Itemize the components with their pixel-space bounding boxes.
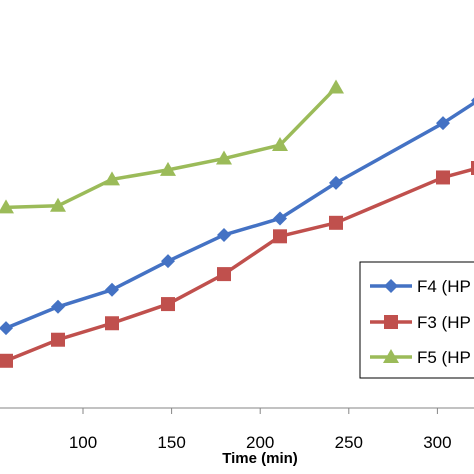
data-point	[217, 267, 231, 282]
legend-label: F3 (HP	[417, 313, 471, 332]
x-tick-label: 250	[335, 433, 363, 452]
data-point	[272, 137, 288, 152]
data-point	[273, 211, 287, 226]
series-square	[0, 161, 474, 368]
legend-marker	[383, 349, 399, 363]
x-tick-marks	[82, 408, 438, 414]
data-point	[161, 254, 175, 269]
data-point	[329, 175, 343, 190]
legend-label: F4 (HP	[417, 277, 471, 296]
data-point	[105, 316, 119, 331]
data-point	[161, 297, 175, 312]
data-point	[51, 299, 65, 314]
data-point	[471, 161, 474, 175]
data-point	[50, 197, 66, 212]
series-diamond	[0, 97, 474, 336]
legend-item: F5 (HP	[370, 348, 471, 367]
data-point	[436, 170, 450, 185]
data-point	[0, 321, 13, 336]
data-point	[273, 229, 287, 244]
data-point	[0, 353, 13, 368]
x-tick-labels: 100 150 200 250 300	[69, 433, 452, 452]
data-point	[0, 199, 14, 214]
data-point	[216, 150, 232, 165]
data-point	[329, 215, 343, 230]
data-point	[217, 227, 231, 242]
x-tick-label: 200	[246, 433, 274, 452]
data-point	[471, 97, 474, 104]
legend-item: F4 (HP	[370, 277, 471, 296]
legend-label: F5 (HP	[417, 348, 471, 367]
data-point	[160, 161, 176, 176]
data-point	[104, 171, 120, 186]
x-axis-title: Time (min)	[222, 450, 298, 467]
series-triangle	[0, 79, 344, 214]
x-tick-label: 300	[423, 433, 451, 452]
data-point	[436, 116, 450, 131]
legend-marker	[384, 279, 398, 293]
legend: F4 (HP F3 (HP F5 (HP	[359, 261, 474, 379]
data-point	[51, 332, 65, 347]
data-point	[105, 282, 119, 297]
series-line	[5, 86, 338, 210]
x-tick-label: 100	[69, 433, 97, 452]
legend-item: F3 (HP	[370, 313, 471, 332]
x-tick-label: 150	[157, 433, 185, 452]
legend-marker	[384, 315, 398, 329]
x-axis: 100 150 200 250 300 Time (min)	[0, 407, 474, 467]
plot-series	[0, 79, 474, 368]
data-point	[328, 79, 344, 94]
